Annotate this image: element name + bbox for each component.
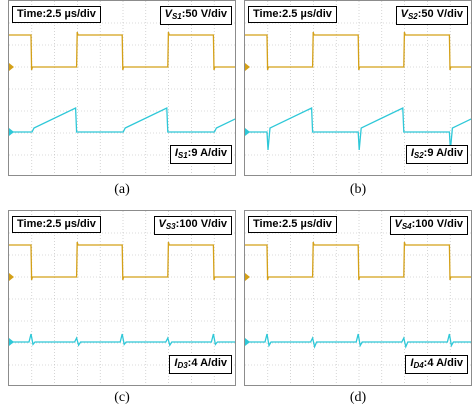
time-scale-label-b: Time:2.5 µs/div [248,6,337,23]
voltage-trace-b [245,31,471,71]
time-scale-label-a: Time:2.5 µs/div [12,6,101,23]
voltage-scale-b: :50 V/div [417,8,463,20]
voltage-subscript-c: S3 [165,222,176,231]
scope-screen-c: Time:2.5 µs/div VS3:100 V/div ID3:4 A/di… [8,210,236,386]
voltage-subscript-b: S2 [407,12,418,21]
voltage-scale-label-d: VS4:100 V/div [389,216,468,235]
scope-screen-a: Time:2.5 µs/div VS1:50 V/div IS1:9 A/div [8,0,236,176]
voltage-symbol-b: V [400,8,408,20]
scope-screen-d: Time:2.5 µs/div VS4:100 V/div ID4:4 A/di… [244,210,472,386]
current-trace-b [245,106,471,151]
current-trace-a [9,106,235,133]
current-symbol-b: I [410,147,414,159]
current-subscript-c: D3 [177,361,188,370]
voltage-subscript-d: S4 [401,222,412,231]
caption-c: (c) [114,390,130,405]
voltage-scale-d: :100 V/div [411,218,463,230]
current-symbol-d: I [410,357,414,369]
voltage-ground-marker-c [9,273,14,281]
current-scale-d: :4 A/div [423,357,463,369]
current-scale-label-b: IS2:9 A/div [405,145,468,164]
waveform-svg-b [245,1,471,175]
waveform-svg-a [9,1,235,175]
current-subscript-d: D4 [413,361,424,370]
current-scale-label-c: ID3:4 A/div [169,355,232,374]
voltage-symbol-d: V [394,218,402,230]
voltage-scale-label-b: VS2:50 V/div [395,6,468,25]
current-scale-label-a: IS1:9 A/div [169,145,232,164]
voltage-trace-d [245,241,471,281]
voltage-subscript-a: S1 [171,12,182,21]
voltage-trace-c [9,241,235,281]
caption-b: (b) [349,182,367,197]
voltage-ground-marker-b [245,63,250,71]
time-scale-label-c: Time:2.5 µs/div [12,216,101,233]
current-trace-c [9,333,235,347]
voltage-symbol-c: V [158,218,166,230]
current-scale-label-d: ID4:4 A/div [405,355,468,374]
voltage-scale-label-c: VS3:100 V/div [153,216,232,235]
scope-screen-b: Time:2.5 µs/div VS2:50 V/div IS2:9 A/div [244,0,472,176]
voltage-trace-a [9,31,235,71]
caption-a: (a) [114,182,130,197]
current-symbol-c: I [174,357,178,369]
current-symbol-a: I [174,147,178,159]
voltage-scale-c: :100 V/div [175,218,227,230]
voltage-scale-label-a: VS1:50 V/div [159,6,232,25]
current-subscript-b: S2 [413,151,424,160]
voltage-ground-marker-a [9,63,14,71]
current-scale-c: :4 A/div [187,357,227,369]
current-scale-b: :9 A/div [423,147,463,159]
voltage-symbol-a: V [164,8,172,20]
voltage-scale-a: :50 V/div [181,8,227,20]
current-trace-d [245,333,471,349]
caption-d: (d) [349,390,367,405]
current-scale-a: :9 A/div [187,147,227,159]
current-subscript-a: S1 [177,151,188,160]
voltage-ground-marker-d [245,273,250,281]
time-scale-label-d: Time:2.5 µs/div [248,216,337,233]
